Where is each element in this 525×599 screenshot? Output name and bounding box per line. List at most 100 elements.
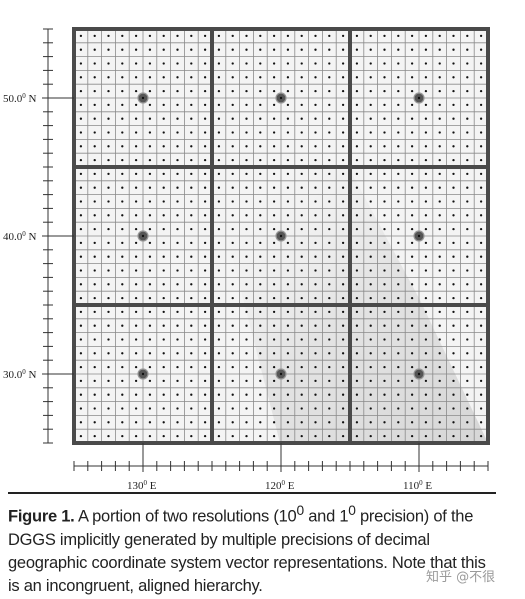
fine-cell-point bbox=[341, 407, 345, 410]
fine-cell-point bbox=[424, 62, 428, 65]
fine-cell-point bbox=[245, 117, 248, 120]
fine-cell-point bbox=[272, 365, 276, 369]
fine-cell-point bbox=[328, 103, 331, 107]
fine-cell-point bbox=[93, 34, 96, 38]
fine-cell-point bbox=[217, 89, 221, 93]
fine-cell-point bbox=[355, 407, 359, 410]
fine-cell-point bbox=[341, 269, 345, 272]
caption-sup-2: 0 bbox=[348, 503, 356, 518]
fine-cell-point bbox=[410, 407, 414, 410]
fine-cell-point bbox=[383, 158, 386, 162]
fine-cell-point bbox=[286, 338, 290, 341]
fine-cell-point bbox=[79, 34, 83, 38]
fine-cell-point bbox=[397, 62, 400, 65]
coarse-center-dot bbox=[141, 372, 145, 376]
fine-cell-point bbox=[231, 76, 234, 79]
fine-cell-point bbox=[259, 283, 262, 286]
fine-cell-point bbox=[328, 158, 331, 162]
fine-cell-point bbox=[466, 365, 469, 369]
fine-cell-point bbox=[397, 186, 400, 189]
fine-cell-point bbox=[369, 338, 372, 341]
fine-cell-point bbox=[286, 103, 290, 107]
fine-cell-point bbox=[107, 200, 110, 203]
fine-cell-point bbox=[300, 172, 303, 176]
fine-cell-point bbox=[300, 269, 303, 272]
fine-cell-point bbox=[176, 255, 179, 258]
fine-cell-point bbox=[300, 283, 303, 286]
fine-cell-point bbox=[466, 421, 469, 424]
fine-cell-point bbox=[245, 310, 248, 314]
coarse-center-dot bbox=[141, 96, 145, 100]
fine-cell-point bbox=[162, 352, 165, 355]
fine-cell-point bbox=[383, 255, 386, 258]
fine-cell-point bbox=[397, 283, 400, 286]
fine-cell-point bbox=[176, 393, 179, 396]
coarse-center-dot bbox=[279, 372, 283, 376]
fine-cell-point bbox=[452, 269, 455, 272]
fine-cell-point bbox=[176, 89, 179, 93]
fine-cell-point bbox=[162, 214, 165, 217]
fine-cell-point bbox=[479, 34, 483, 38]
fine-cell-point bbox=[466, 76, 469, 79]
fine-cell-point bbox=[410, 200, 414, 203]
fine-cell-point bbox=[93, 241, 96, 245]
caption-rule bbox=[8, 492, 496, 494]
fine-cell-point bbox=[107, 379, 110, 383]
fine-cell-point bbox=[286, 48, 290, 51]
fine-cell-point bbox=[424, 200, 428, 203]
fine-cell-point bbox=[286, 34, 290, 38]
fine-cell-point bbox=[341, 393, 345, 396]
fine-cell-point bbox=[383, 434, 386, 438]
fine-cell-point bbox=[286, 310, 290, 314]
fine-cell-point bbox=[438, 131, 441, 134]
fine-cell-point bbox=[479, 296, 483, 300]
fine-cell-point bbox=[314, 200, 317, 203]
fine-cell-point bbox=[355, 145, 359, 148]
fine-cell-point bbox=[203, 352, 207, 355]
fine-cell-point bbox=[424, 324, 428, 327]
fine-cell-point bbox=[121, 434, 124, 438]
fine-cell-point bbox=[148, 338, 152, 341]
fine-cell-point bbox=[355, 62, 359, 65]
fine-cell-point bbox=[259, 103, 262, 107]
fine-cell-point bbox=[93, 214, 96, 217]
fine-cell-point bbox=[176, 145, 179, 148]
fine-cell-point bbox=[286, 117, 290, 120]
fine-cell-point bbox=[397, 310, 400, 314]
fine-cell-point bbox=[328, 421, 331, 424]
fine-cell-point bbox=[466, 214, 469, 217]
fine-cell-point bbox=[259, 76, 262, 79]
fine-cell-point bbox=[383, 89, 386, 93]
fine-cell-point bbox=[203, 214, 207, 217]
fine-cell-point bbox=[231, 421, 234, 424]
fine-cell-point bbox=[328, 186, 331, 189]
fine-cell-point bbox=[410, 48, 414, 51]
fine-cell-point bbox=[452, 407, 455, 410]
fine-cell-point bbox=[176, 62, 179, 65]
fine-cell-point bbox=[107, 269, 110, 272]
fine-cell-point bbox=[314, 407, 317, 410]
fine-cell-point bbox=[438, 283, 441, 286]
fine-cell-point bbox=[259, 214, 262, 217]
fine-cell-point bbox=[162, 269, 165, 272]
fine-cell-point bbox=[79, 407, 83, 410]
fine-cell-point bbox=[231, 89, 234, 93]
fine-cell-point bbox=[452, 62, 455, 65]
fine-cell-point bbox=[424, 434, 428, 438]
fine-cell-point bbox=[272, 158, 276, 162]
fine-cell-point bbox=[121, 145, 124, 148]
fine-cell-point bbox=[162, 89, 165, 93]
fine-cell-point bbox=[162, 131, 165, 134]
fine-cell-point bbox=[479, 117, 483, 120]
fine-cell-point bbox=[369, 310, 372, 314]
fine-cell-point bbox=[438, 89, 441, 93]
caption-label: Figure 1. bbox=[8, 507, 75, 526]
fine-cell-point bbox=[121, 324, 124, 327]
fine-cell-point bbox=[245, 89, 248, 93]
fine-cell-point bbox=[438, 352, 441, 355]
fine-cell-point bbox=[410, 62, 414, 65]
fine-cell-point bbox=[245, 421, 248, 424]
fine-cell-point bbox=[314, 131, 317, 134]
fine-cell-point bbox=[314, 296, 317, 300]
fine-cell-point bbox=[410, 434, 414, 438]
